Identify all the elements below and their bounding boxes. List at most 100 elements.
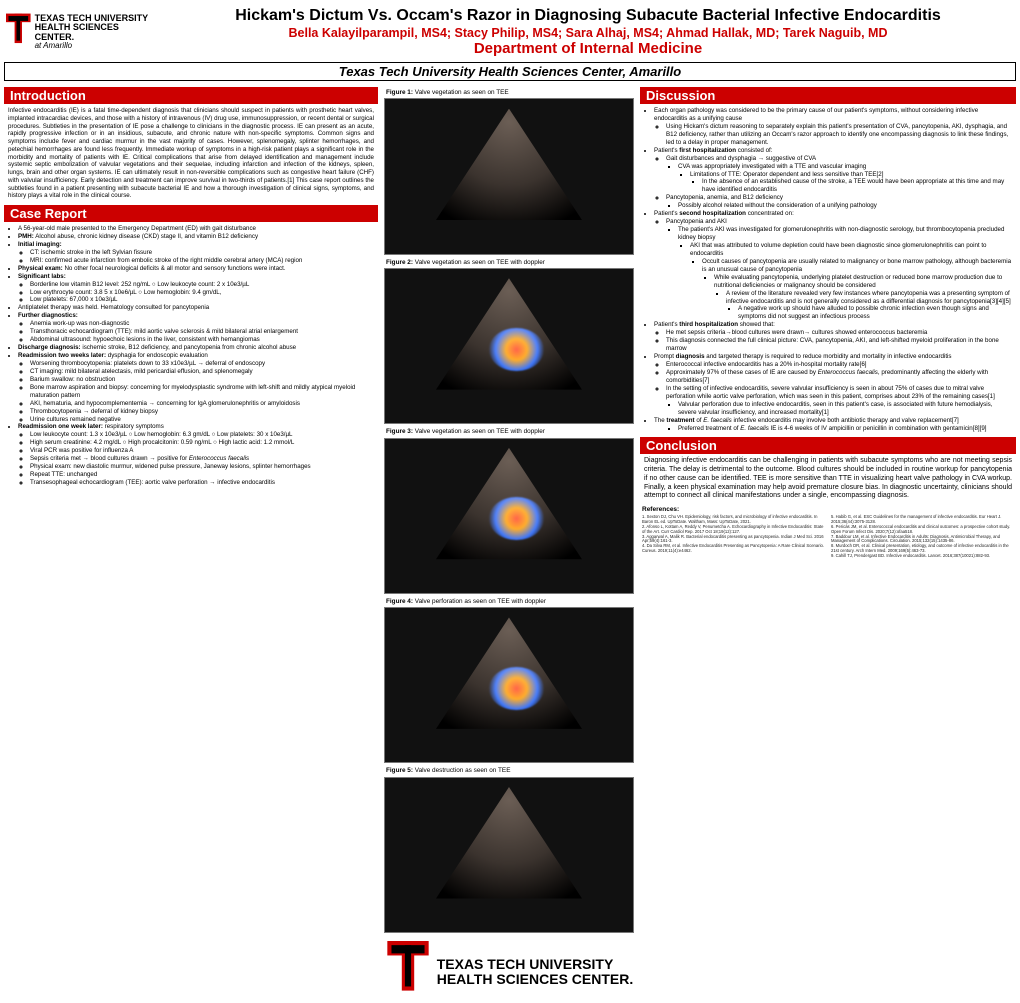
list-item: Viral PCR was positive for influenza A (30, 447, 374, 455)
figure-block: Figure 4: Valve perforation as seen on T… (384, 598, 634, 764)
list-item: Transthoracic echocardiogram (TTE): mild… (30, 328, 374, 336)
tee-image (384, 268, 634, 424)
figures-container: Figure 1: Valve vegetation as seen on TE… (384, 85, 634, 933)
list-item: Barium swallow: no obstruction (30, 376, 374, 384)
list-item: Worsening thrombocytopenia: platelets do… (30, 360, 374, 368)
figure-block: Figure 5: Valve destruction as seen on T… (384, 767, 634, 933)
list-item: Further diagnostics:Anemia work-up was n… (18, 312, 374, 344)
column-middle: Figure 1: Valve vegetation as seen on TE… (384, 85, 634, 657)
list-item: PMH: Alcohol abuse, chronic kidney disea… (18, 233, 374, 241)
list-item: While evaluating pancytopenia, underlyin… (714, 274, 1012, 322)
affiliation-bar: Texas Tech University Health Sciences Ce… (4, 62, 1016, 81)
references-list: 1. Sexton DJ, Chu VH. Epidemiology, risk… (640, 513, 1016, 560)
list-item: A review of the literature revealed very… (726, 290, 1012, 322)
double-t-icon (6, 12, 31, 52)
list-item: Readmission two weeks later: dysphagia f… (18, 352, 374, 423)
figure-caption: Figure 1: Valve vegetation as seen on TE… (384, 89, 634, 98)
list-item: Abdominal ultrasound: hypoechoic lesions… (30, 336, 374, 344)
authors: Bella Kalayilparampil, MS4; Stacy Philip… (162, 26, 1014, 40)
list-item: Physical exam: new diastolic murmur, wid… (30, 463, 374, 471)
list-item: Readmission one week later: respiratory … (18, 423, 374, 487)
list-item: Borderline low vitamin B12 level: 252 ng… (30, 281, 374, 289)
list-item: Gait disturbances and dysphagia → sugges… (666, 155, 1012, 195)
tee-image (384, 98, 634, 254)
column-right: Discussion Each organ pathology was cons… (640, 85, 1016, 657)
list-item: AKI that was attributed to volume deplet… (690, 242, 1012, 321)
case-report-list: A 56-year-old male presented to the Emer… (4, 222, 378, 490)
list-item: Possibly alcohol related without the con… (678, 202, 1012, 210)
list-item: Discharge diagnosis: ischemic stroke, B1… (18, 344, 374, 352)
figure-caption: Figure 5: Valve destruction as seen on T… (384, 767, 634, 776)
list-item: Using Hickam's dictum reasoning to separ… (666, 123, 1012, 147)
department: Department of Internal Medicine (162, 40, 1014, 57)
inst-line2: HEALTH SCIENCES CENTER. (437, 972, 634, 987)
list-item: In the setting of infective endocarditis… (666, 385, 1012, 417)
list-item: Patient's second hospitalization concent… (654, 210, 1012, 321)
figure-block: Figure 1: Valve vegetation as seen on TE… (384, 89, 634, 255)
columns: Introduction Infective endocarditis (IE)… (0, 85, 1020, 661)
list-item: This diagnosis connected the full clinic… (666, 337, 1012, 353)
figure-block: Figure 3: Valve vegetation as seen on TE… (384, 428, 634, 594)
list-item: Bone marrow aspiration and biopsy: conce… (30, 384, 374, 400)
list-item: The treatment of E. faecalis infective e… (654, 417, 1012, 433)
inst-line2: HEALTH SCIENCES CENTER. (35, 23, 154, 42)
institution-logo-left: TEXAS TECH UNIVERSITY HEALTH SCIENCES CE… (6, 4, 154, 60)
double-t-icon (385, 941, 431, 1003)
column-left: Introduction Infective endocarditis (IE)… (4, 85, 378, 657)
list-item: Low leukocyte count: 1.3 x 10e3/µL ○ Low… (30, 431, 374, 439)
list-item: Transesophageal echocardiogram (TEE): ao… (30, 479, 374, 487)
list-item: Significant labs:Borderline low vitamin … (18, 273, 374, 305)
tee-image (384, 777, 634, 933)
inst-line1: TEXAS TECH UNIVERSITY (437, 957, 634, 972)
list-item: Low platelets: 67,000 x 10e3/µL (30, 296, 374, 304)
tee-image (384, 607, 634, 763)
list-item: Initial imaging:CT: ischemic stroke in t… (18, 241, 374, 265)
list-item: Prompt diagnosis and targeted therapy is… (654, 353, 1012, 417)
figure-block: Figure 2: Valve vegetation as seen on TE… (384, 259, 634, 425)
list-item: Patient's third hospitalization showed t… (654, 321, 1012, 353)
poster: TEXAS TECH UNIVERSITY HEALTH SCIENCES CE… (0, 0, 1020, 661)
list-item: Patient's first hospitalization consiste… (654, 147, 1012, 211)
figure-caption: Figure 2: Valve vegetation as seen on TE… (384, 259, 634, 268)
institution-logo-center: TEXAS TECH UNIVERSITY HEALTH SCIENCES CE… (384, 941, 634, 1003)
list-item: Repeat TTE: unchanged (30, 471, 374, 479)
list-item: Enterococcal infective endocarditis has … (666, 361, 1012, 369)
case-report-heading: Case Report (4, 205, 378, 222)
figure-caption: Figure 3: Valve vegetation as seen on TE… (384, 428, 634, 437)
list-item: Pancytopenia and AKIThe patient's AKI wa… (666, 218, 1012, 321)
list-item: Urine cultures remained negative (30, 416, 374, 424)
list-item: AKI, hematuria, and hypocomplementemia →… (30, 400, 374, 408)
list-item: CT imaging: mild bilateral atelectasis, … (30, 368, 374, 376)
list-item: Antiplatelet therapy was held. Hematolog… (18, 304, 374, 312)
list-item: Limitations of TTE: Operator dependent a… (690, 171, 1012, 195)
list-item: The patient's AKI was investigated for g… (678, 226, 1012, 321)
discussion-list: Each organ pathology was considered to b… (640, 104, 1016, 435)
list-item: Pancytopenia, anemia, and B12 deficiency… (666, 194, 1012, 210)
list-item: Each organ pathology was considered to b… (654, 107, 1012, 147)
conclusion-text: Diagnosing infective endocarditis can be… (640, 454, 1016, 504)
list-item: Anemia work-up was non-diagnostic (30, 320, 374, 328)
list-item: Approximately 97% of these cases of IE a… (666, 369, 1012, 385)
list-item: Valvular perforation due to infective en… (678, 401, 1012, 417)
figure-caption: Figure 4: Valve perforation as seen on T… (384, 598, 634, 607)
list-item: A 56-year-old male presented to the Emer… (18, 225, 374, 233)
introduction-heading: Introduction (4, 87, 378, 104)
list-item: High serum creatinine: 4.2 mg/dL ○ High … (30, 439, 374, 447)
list-item: MRI: confirmed acute infarction from emb… (30, 257, 374, 265)
introduction-text: Infective endocarditis (IE) is a fatal t… (4, 104, 378, 203)
references-heading: References: (640, 504, 1016, 513)
list-item: Thrombocytopenia → deferral of kidney bi… (30, 408, 374, 416)
reference-line: 4. Da Silva RM, et al. Infective Endocar… (642, 544, 825, 554)
list-item: Sepsis criteria met → blood cultures dra… (30, 455, 374, 463)
list-item: Preferred treatment of E. faecalis IE is… (678, 425, 1012, 433)
list-item: Low erythrocyte count: 3.8 5 x 10e6/µL ○… (30, 289, 374, 297)
list-item: Occult causes of pancytopenia are usuall… (702, 258, 1012, 322)
list-item: CT: ischemic stroke in the left Sylvian … (30, 249, 374, 257)
list-item: A negative work up should have alluded t… (738, 305, 1012, 321)
list-item: CVA was appropriately investigated with … (678, 163, 1012, 195)
reference-line: 9. Cahill TJ, Prendergast BD. Infective … (831, 554, 1014, 559)
header: TEXAS TECH UNIVERSITY HEALTH SCIENCES CE… (0, 0, 1020, 62)
conclusion-heading: Conclusion (640, 437, 1016, 454)
list-item: He met sepsis criteria→blood cultures we… (666, 329, 1012, 337)
poster-title: Hickam's Dictum Vs. Occam's Razor in Dia… (162, 7, 1014, 25)
